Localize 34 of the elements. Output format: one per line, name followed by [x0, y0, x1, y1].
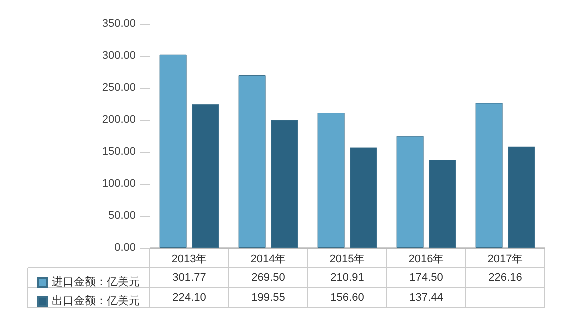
data-label: 301.77	[172, 272, 206, 284]
x-tick-label: 2017年	[488, 254, 524, 266]
x-tick-label: 2016年	[408, 254, 444, 266]
data-label: 224.10	[172, 292, 206, 304]
bar	[238, 76, 266, 248]
bar	[350, 148, 378, 248]
y-tick-label: 350.00	[102, 18, 136, 30]
bar	[192, 104, 220, 248]
y-tick-label: 150.00	[102, 146, 136, 158]
bar	[318, 113, 345, 248]
y-tick-label: 200.00	[102, 114, 136, 126]
y-tick-label: 0.00	[114, 242, 136, 254]
data-label: 156.60	[330, 292, 364, 304]
data-label: 137.44	[410, 292, 444, 304]
data-label: 174.50	[410, 272, 444, 284]
legend-label: 出口金额：亿美元	[52, 294, 140, 308]
bar	[429, 160, 456, 248]
data-label: 226.16	[488, 272, 522, 284]
bar	[271, 120, 298, 248]
x-tick-label: 2015年	[330, 254, 366, 266]
y-tick-label: 250.00	[102, 82, 136, 94]
y-tick-label: 100.00	[102, 178, 136, 190]
y-tick-label: 50.00	[108, 210, 136, 222]
bar	[160, 54, 187, 248]
bar	[476, 103, 503, 248]
bar	[396, 136, 424, 248]
y-tick-label: 300.00	[102, 50, 136, 62]
data-label: 199.55	[252, 292, 286, 304]
x-tick-label: 2014年	[250, 254, 286, 266]
legend-label: 进口金额：亿美元	[52, 276, 140, 288]
bar	[508, 146, 536, 248]
data-label: 269.50	[252, 272, 286, 284]
data-label: 210.91	[330, 272, 364, 284]
x-tick-label: 2013年	[172, 254, 208, 266]
